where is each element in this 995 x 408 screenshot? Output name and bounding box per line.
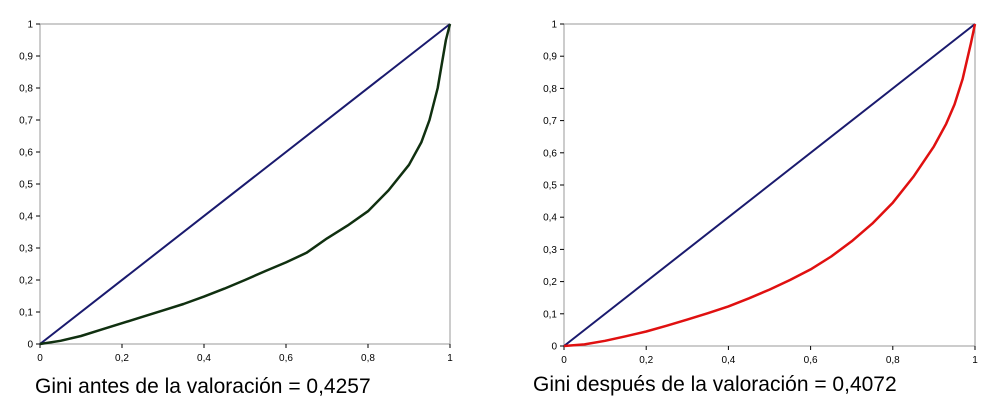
- x-tick-label: 0,4: [721, 355, 735, 366]
- x-tick-label: 1: [972, 355, 978, 366]
- equality-line: [563, 23, 976, 347]
- y-tick-label: 1: [551, 20, 557, 31]
- y-tick-label: 0,4: [543, 213, 557, 224]
- x-tick-label: 0,6: [279, 353, 293, 364]
- y-tick-label: 0,9: [543, 52, 557, 63]
- y-tick-label: 0,8: [543, 84, 557, 95]
- y-tick-label: 0,2: [19, 276, 33, 287]
- y-tick-label: 0,5: [543, 181, 557, 192]
- y-tick-label: 0,8: [19, 84, 33, 95]
- chart-after: 0 0,2 0,4 0,6 0,8 1 0 0,1 0,2 0,3 0,4 0,5 0,6 0,7 0,8 0…: [543, 20, 978, 367]
- y-tick-label: 0: [27, 340, 33, 351]
- y-tick-label: 0,5: [19, 180, 33, 191]
- y-tick-label: 0,1: [19, 308, 33, 319]
- lorenz-curve: [563, 23, 977, 348]
- x-tick-label: 0,4: [197, 353, 211, 364]
- x-tick-label: 0,8: [886, 355, 900, 366]
- y-tick-label: 1: [27, 20, 33, 31]
- equality-line: [39, 23, 451, 345]
- y-tick-label: 0,7: [543, 116, 557, 127]
- y-tick-label: 0,6: [19, 148, 33, 159]
- y-tick-label: 0,4: [19, 212, 33, 223]
- chart-before: 0 0,2 0,4 0,6 0,8 1 0 0,1 0,2 0,3 0,4 0,5 0,6 0,7 0,8 0…: [19, 20, 453, 365]
- x-tick-label: 0: [561, 355, 567, 366]
- x-tick-label: 1: [447, 353, 453, 364]
- y-tick-label: 0: [551, 342, 557, 353]
- gini-before-caption: Gini antes de la valoración = 0,4257: [35, 375, 371, 398]
- y-tick-label: 0,7: [19, 116, 33, 127]
- y-tick-label: 0,6: [543, 148, 557, 159]
- y-tick-label: 0,3: [543, 245, 557, 256]
- lorenz-curve: [39, 23, 452, 346]
- x-tick-label: 0,2: [639, 355, 653, 366]
- y-tick-label: 0,9: [19, 52, 33, 63]
- gini-after-caption: Gini después de la valoración = 0,4072: [533, 373, 897, 396]
- x-tick-label: 0,6: [804, 355, 818, 366]
- y-tick-label: 0,3: [19, 244, 33, 255]
- x-tick-label: 0: [37, 353, 43, 364]
- x-tick-label: 0,2: [115, 353, 129, 364]
- y-tick-label: 0,1: [543, 309, 557, 320]
- x-tick-label: 0,8: [361, 353, 375, 364]
- y-tick-label: 0,2: [543, 277, 557, 288]
